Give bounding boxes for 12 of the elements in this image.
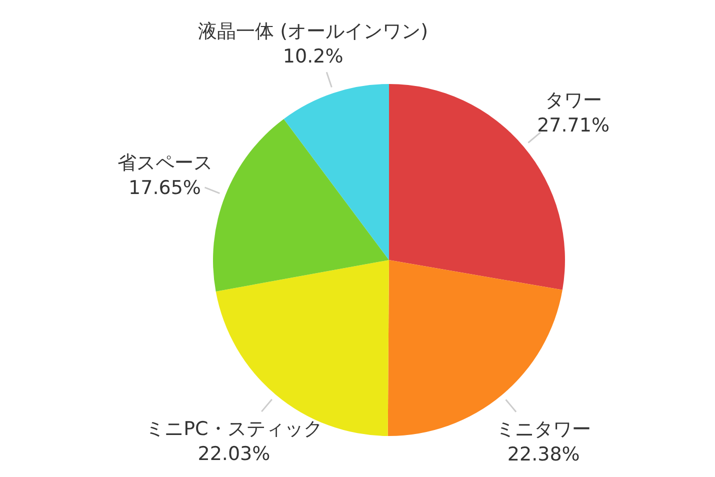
data-label: 17.65% bbox=[128, 177, 201, 200]
data-label: 27.71% bbox=[537, 114, 610, 136]
pie-slice bbox=[284, 84, 389, 260]
data-label: 10.2% bbox=[282, 46, 344, 68]
data-label: 22.38% bbox=[507, 443, 580, 466]
slice-label: 液晶一体 (オールインワン) bbox=[198, 20, 428, 43]
data-label: 22.03% bbox=[198, 443, 270, 466]
slice-label: 省スペース bbox=[117, 152, 212, 174]
pie-slice bbox=[213, 118, 389, 292]
slice-label: ミニPC・スティック bbox=[146, 418, 322, 440]
slice-label: ミニタワー bbox=[496, 418, 592, 440]
slice-label: タワー bbox=[544, 89, 602, 112]
